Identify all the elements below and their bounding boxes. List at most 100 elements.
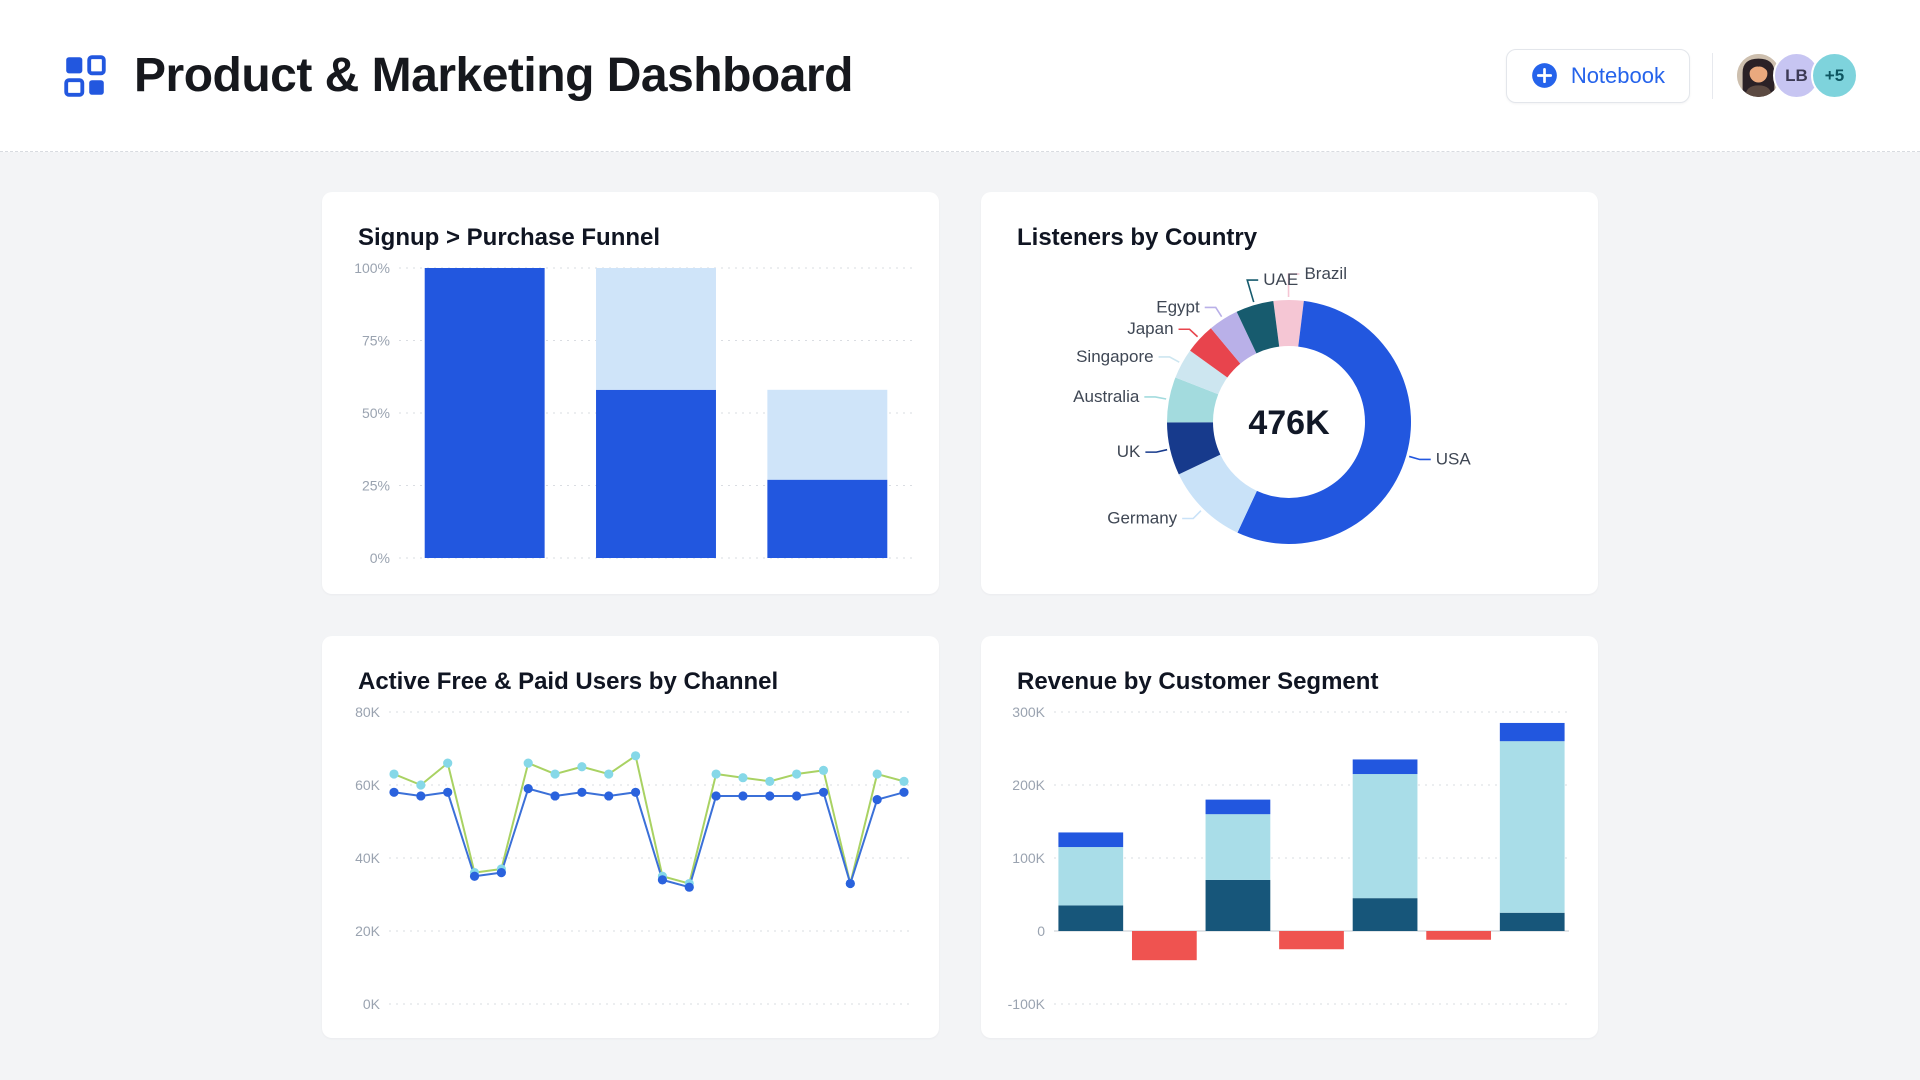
step-3-dropoff: [767, 389, 888, 480]
donut-label-uk: UK: [1117, 442, 1141, 461]
segment-1-growth: [1058, 847, 1124, 906]
funnel-chart: 100% 75% 50% 25% 0%: [322, 256, 939, 566]
notebook-button-label: Notebook: [1570, 62, 1665, 88]
svg-text:60K: 60K: [355, 777, 381, 793]
avatar-group: LB +5: [1735, 52, 1858, 99]
step-1-converted: [424, 268, 545, 558]
funnel-card: Signup > Purchase Funnel 100% 75% 50% 25% 0%: [322, 192, 939, 594]
series-free-point: [389, 769, 399, 779]
donut-segment-australia: [1167, 377, 1219, 423]
donut-segment-egypt: [1210, 311, 1257, 364]
revenue-card: Revenue by Customer Segment 300K 200K 100K…: [981, 636, 1598, 1038]
series-free-point: [818, 765, 829, 775]
donut-label-japan: Japan: [1127, 319, 1173, 338]
listeners-donut-svg: Brazil USA Germany UK Australia Singapore Japa…: [1073, 264, 1472, 544]
svg-text:100%: 100%: [354, 260, 390, 276]
segment-4-top: [1499, 722, 1565, 742]
series-free-point: [604, 769, 614, 779]
series-free-point: [416, 780, 426, 790]
series-paid-point: [818, 787, 829, 797]
series-paid-point: [416, 791, 426, 801]
series-paid-point: [604, 791, 614, 801]
segment-3-top: [1352, 759, 1418, 775]
svg-text:40K: 40K: [355, 850, 381, 866]
series-paid-point: [684, 882, 694, 892]
segment-4-base: [1499, 912, 1565, 931]
segment-2-base: [1205, 879, 1271, 931]
donut-label-singapore: Singapore: [1076, 347, 1154, 366]
funnel-card-title: Signup > Purchase Funnel: [358, 224, 661, 251]
funnel-chart-svg: 100% 75% 50% 25% 0%: [354, 260, 913, 566]
series-paid-point: [469, 871, 480, 881]
svg-text:100K: 100K: [1012, 850, 1045, 866]
series-free-point: [550, 769, 560, 779]
loss-1-loss: [1131, 931, 1197, 961]
donut-segment-singapore: [1175, 350, 1228, 395]
series-free-point: [523, 758, 533, 768]
svg-text:25%: 25%: [362, 478, 390, 494]
dashboard-main: Signup > Purchase Funnel 100% 75% 50% 25% 0%…: [0, 192, 1920, 1038]
segment-2-top: [1205, 799, 1271, 815]
header-left: Product & Marketing Dashboard: [62, 48, 853, 103]
donut-label-egypt: Egypt: [1156, 297, 1200, 316]
series-paid-point: [845, 878, 855, 889]
donut-segment-uk: [1167, 422, 1221, 475]
revenue-bar-chart: 300K 200K 100K 0 -100K: [981, 700, 1598, 1010]
series-paid-point: [872, 795, 882, 805]
listeners-card-title: Listeners by Country: [1017, 224, 1258, 251]
series-paid-point: [738, 791, 748, 801]
notebook-button[interactable]: Notebook: [1505, 48, 1690, 103]
users-line-svg: 80K 60K 40K 20K 0K: [355, 704, 909, 1010]
svg-text:80K: 80K: [355, 704, 381, 720]
donut-segment-japan: [1190, 328, 1241, 378]
listeners-donut-chart: Brazil USA Germany UK Australia Singapore Japa…: [981, 256, 1598, 566]
avatar-photo-image: [1737, 54, 1780, 97]
users-card: Active Free & Paid Users by Channel 80K 6…: [322, 636, 939, 1038]
series-paid-point: [630, 787, 641, 797]
series-paid-point: [711, 791, 721, 801]
donut-label-uae: UAE: [1263, 270, 1298, 289]
step-2-dropoff: [596, 268, 716, 390]
series-free-point: [738, 773, 748, 783]
series-paid-point: [657, 875, 668, 885]
plus-icon: [1531, 63, 1557, 88]
series-free-point: [792, 769, 802, 779]
page-title: Product & Marketing Dashboard: [134, 49, 853, 102]
donut-center-value: 476K: [1248, 404, 1330, 442]
series-paid-point: [389, 787, 399, 797]
avatar-overflow-badge[interactable]: +5: [1811, 52, 1858, 99]
svg-text:-100K: -100K: [1008, 996, 1046, 1010]
donut-label-usa: USA: [1436, 449, 1472, 468]
donut-label-brazil: Brazil: [1304, 264, 1347, 283]
app-header: Product & Marketing Dashboard Notebook: [0, 0, 1920, 152]
donut-segment-germany: [1178, 454, 1257, 533]
series-paid-point: [523, 784, 533, 794]
dashboard-logo-icon: [64, 54, 106, 97]
segment-3-base: [1352, 898, 1418, 931]
donut-segment-brazil: [1273, 300, 1304, 347]
header-right: Notebook LB +5: [1505, 48, 1858, 103]
series-paid-point: [496, 868, 506, 878]
segment-4-growth: [1499, 741, 1565, 913]
donut-label-germany: Germany: [1107, 509, 1177, 528]
step-2-converted: [596, 389, 716, 558]
series-free-point: [872, 769, 882, 779]
svg-text:20K: 20K: [355, 923, 381, 939]
loss-3-loss: [1426, 931, 1492, 940]
svg-text:0K: 0K: [363, 996, 381, 1010]
revenue-card-title: Revenue by Customer Segment: [1017, 668, 1379, 695]
svg-text:50%: 50%: [362, 405, 390, 421]
series-free-point: [577, 762, 587, 772]
series-free-point: [630, 751, 641, 761]
segment-2-growth: [1205, 814, 1271, 880]
segment-3-growth: [1352, 774, 1418, 899]
revenue-bars-svg: 300K 200K 100K 0 -100K: [1008, 704, 1569, 1010]
svg-text:0%: 0%: [370, 550, 390, 566]
svg-text:75%: 75%: [362, 333, 390, 349]
users-line-chart: 80K 60K 40K 20K 0K: [322, 700, 939, 1010]
series-paid-point: [765, 791, 775, 801]
listeners-card: Listeners by Country Brazil USA Germany UK A…: [981, 192, 1598, 594]
series-paid-point: [550, 791, 560, 801]
loss-2-loss: [1279, 931, 1344, 950]
users-card-title: Active Free & Paid Users by Channel: [358, 668, 779, 695]
